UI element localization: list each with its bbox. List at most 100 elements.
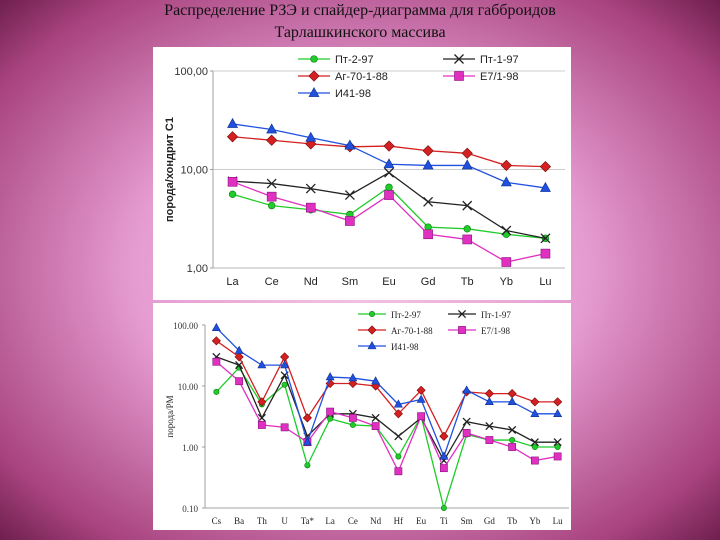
slide-title: Распределение РЗЭ и спайдер-диаграмма дл… xyxy=(60,0,660,44)
x-tick-label: U xyxy=(281,516,288,526)
data-point xyxy=(305,202,316,213)
y-axis-title: порода/РМ xyxy=(165,395,175,437)
data-point xyxy=(553,397,563,407)
x-tick-label: Lu xyxy=(539,276,551,288)
data-point xyxy=(553,438,562,447)
data-point xyxy=(344,190,355,201)
series-line xyxy=(215,366,558,511)
data-point xyxy=(461,159,473,170)
y-tick-label: 0.10 xyxy=(182,504,198,514)
data-point xyxy=(423,196,434,207)
x-tick-label: Ta* xyxy=(301,516,315,526)
data-point xyxy=(423,229,433,240)
data-point xyxy=(348,373,358,382)
y-tick-label: 10,00 xyxy=(180,165,208,177)
data-point xyxy=(484,389,494,399)
data-point xyxy=(502,230,511,238)
data-point xyxy=(439,464,448,473)
data-point xyxy=(267,201,276,210)
x-tick-label: Ce xyxy=(348,516,358,526)
data-point xyxy=(463,225,471,233)
data-point xyxy=(508,425,517,435)
y-tick-label: 1.00 xyxy=(182,443,198,453)
data-point xyxy=(384,190,394,200)
data-point xyxy=(235,377,244,386)
legend-label: Е7/1-98 xyxy=(481,326,510,336)
series-line xyxy=(215,361,558,473)
data-point xyxy=(508,443,517,451)
data-point xyxy=(485,436,494,444)
data-point xyxy=(507,389,517,399)
data-point xyxy=(500,176,512,187)
x-tick-label: Cs xyxy=(212,516,222,526)
data-point xyxy=(212,357,221,366)
data-point xyxy=(227,177,238,187)
legend-swatch-marker xyxy=(310,55,318,63)
x-tick-label: Gd xyxy=(421,276,436,288)
x-tick-label: Yb xyxy=(500,276,513,288)
data-point xyxy=(462,429,471,437)
x-tick-label: Eu xyxy=(416,516,426,526)
legend-label: Аг-70-1-88 xyxy=(391,326,433,336)
data-point xyxy=(371,422,380,431)
x-tick-label: Nd xyxy=(370,516,381,526)
data-point xyxy=(530,456,539,465)
data-point xyxy=(501,257,512,267)
data-point xyxy=(540,248,551,259)
data-point xyxy=(211,322,221,331)
x-tick-label: Th xyxy=(257,516,267,526)
data-point xyxy=(348,413,357,422)
x-tick-label: La xyxy=(226,276,239,288)
legend-label: Пт-1-97 xyxy=(480,54,519,66)
series-line xyxy=(232,123,546,189)
legend-swatch-marker xyxy=(367,325,377,335)
data-point xyxy=(325,378,335,389)
data-point xyxy=(530,408,540,417)
data-point xyxy=(439,451,449,460)
data-point xyxy=(462,200,473,211)
data-point xyxy=(326,407,335,416)
data-point xyxy=(507,396,517,406)
x-tick-label: Gd xyxy=(484,516,495,526)
data-point xyxy=(327,415,334,422)
legend-swatch-marker xyxy=(308,70,320,82)
data-point xyxy=(553,408,563,417)
data-point xyxy=(484,396,494,406)
data-point xyxy=(462,385,472,394)
data-point xyxy=(305,183,316,194)
spider-chart-svg: 0.10 1.00 10.00 100.00 Cs Ba Th U Ta* La Ce Nd Hf Eu T… xyxy=(165,309,569,526)
data-point xyxy=(266,178,277,189)
data-point xyxy=(509,437,516,444)
x-tick-label: La xyxy=(325,516,335,526)
legend-swatch-marker xyxy=(457,309,467,319)
data-point xyxy=(539,181,551,192)
data-point xyxy=(416,385,426,395)
legend-swatch-marker xyxy=(458,326,466,334)
data-point xyxy=(501,225,512,236)
data-point xyxy=(384,167,394,178)
legend-label: Е7/1-98 xyxy=(480,71,519,83)
series-line xyxy=(215,327,558,459)
data-point xyxy=(371,413,380,422)
data-point xyxy=(383,158,395,169)
data-point xyxy=(234,345,244,354)
x-tick-label: Sm xyxy=(342,276,359,288)
legend-swatch-marker xyxy=(454,71,464,81)
data-point xyxy=(500,159,512,172)
x-tick-label: Tb xyxy=(507,516,517,526)
data-point xyxy=(226,131,239,143)
data-point xyxy=(553,452,562,461)
x-tick-label: Ce xyxy=(265,276,279,288)
x-tick-label: Tb xyxy=(461,276,474,288)
data-point xyxy=(554,444,561,451)
x-tick-label: Nd xyxy=(304,276,318,288)
y-axis-title: порода/хондрит С1 xyxy=(164,117,176,222)
data-point xyxy=(462,234,473,245)
data-point xyxy=(440,505,447,512)
data-point xyxy=(385,183,393,191)
series-line xyxy=(216,356,558,462)
series-line xyxy=(232,171,546,239)
data-point xyxy=(540,233,551,244)
data-point xyxy=(539,161,552,173)
data-point xyxy=(280,352,290,362)
